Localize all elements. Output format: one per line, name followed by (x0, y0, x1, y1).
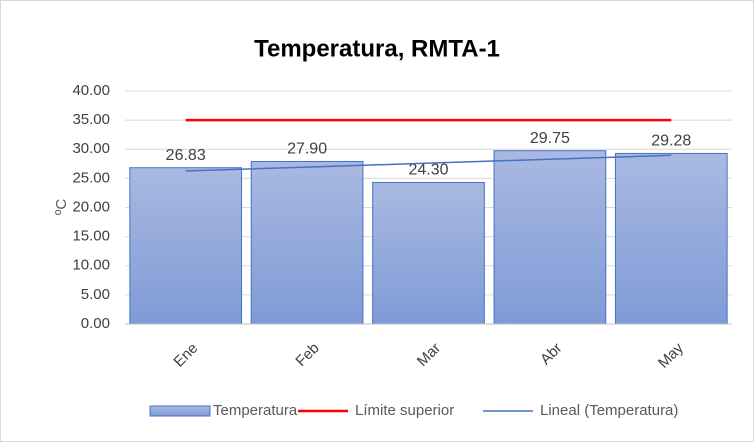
data-label: 29.75 (530, 130, 570, 147)
bar (250, 160, 364, 325)
bar (372, 181, 485, 325)
legend-label: Límite superior (355, 402, 454, 419)
y-axis-title: ºC (53, 199, 70, 215)
y-tick-label: 5.00 (81, 286, 110, 303)
data-label: 24.30 (408, 162, 448, 179)
y-tick-label: 30.00 (72, 140, 110, 157)
y-tick-label: 20.00 (72, 198, 110, 215)
legend-label: Temperatura (213, 402, 298, 419)
data-label: 27.90 (287, 141, 327, 158)
data-label: 29.28 (651, 133, 691, 150)
y-tick-label: 0.00 (81, 315, 110, 332)
chart-title: Temperatura, RMTA-1 (254, 35, 500, 62)
y-tick-label: 15.00 (72, 228, 110, 245)
bar (493, 150, 607, 325)
y-tick-label: 10.00 (72, 257, 110, 274)
legend-label: Lineal (Temperatura) (540, 402, 678, 419)
y-tick-label: 40.00 (72, 82, 110, 99)
y-tick-label: 25.00 (72, 169, 110, 186)
legend-swatch (149, 405, 211, 417)
data-label: 26.83 (166, 147, 206, 164)
bar (614, 152, 728, 325)
line-series (185, 154, 672, 172)
y-tick-label: 35.00 (72, 111, 110, 128)
bar (129, 167, 243, 325)
